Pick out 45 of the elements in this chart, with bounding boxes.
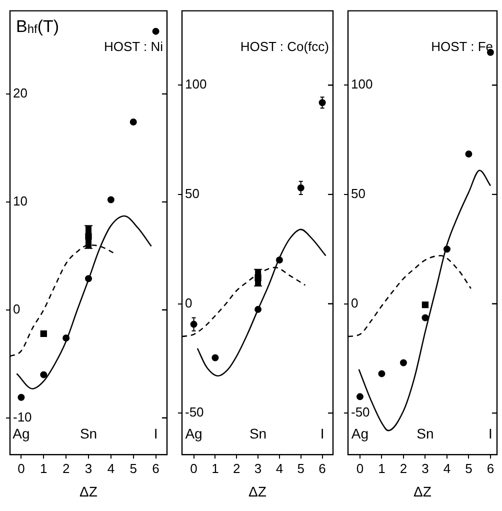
- annotation: Sn: [80, 425, 98, 442]
- y-tick-label: 0: [13, 301, 20, 316]
- annotation: Ag: [12, 425, 30, 442]
- y-tick-label: -10: [13, 409, 32, 424]
- x-tick-label: 3: [84, 460, 92, 476]
- x-tick-label: 5: [130, 460, 137, 476]
- x-tick-label: 1: [212, 460, 219, 476]
- y-tick-label: 20: [13, 86, 28, 101]
- x-tick-label: 2: [233, 460, 240, 476]
- annotation: I: [488, 425, 492, 442]
- y-tick-label: 100: [185, 76, 207, 92]
- x-tick-label: 1: [40, 460, 48, 476]
- y-tick-label: 50: [185, 186, 200, 202]
- y-tick-label: 10: [13, 194, 28, 209]
- annotation: I: [154, 425, 158, 442]
- x-tick-label: 6: [486, 460, 494, 476]
- y-tick-label: 50: [351, 186, 366, 202]
- y-tick-label: 0: [351, 295, 358, 310]
- x-tick-label: 3: [422, 460, 429, 476]
- x-tick-label: 6: [152, 460, 160, 476]
- x-tick-label: 5: [297, 460, 304, 476]
- y-tick-label: 100: [351, 76, 373, 92]
- annotation: Ag: [185, 425, 202, 442]
- x-tick-label: 2: [400, 460, 408, 476]
- x-tick-label: 4: [107, 460, 115, 476]
- text: HOST : Co(fcc): [240, 38, 329, 54]
- x-axis-title: ΔZ: [80, 483, 98, 500]
- x-axis-title: ΔZ: [248, 483, 267, 500]
- x-axis-title: ΔZ: [414, 483, 432, 500]
- text: HOST : Ni: [104, 38, 164, 54]
- annotation: Sn: [416, 425, 434, 442]
- x-tick-label: 2: [62, 460, 70, 476]
- x-tick-label: 6: [318, 460, 326, 476]
- x-tick-label: 4: [443, 460, 451, 476]
- y-axis-title: Bhf(T): [16, 16, 60, 36]
- y-tick-label: -50: [185, 404, 204, 420]
- x-tick-label: 1: [378, 460, 386, 476]
- y-tick-label: 0: [185, 295, 192, 310]
- x-tick-label: 4: [276, 460, 284, 476]
- x-tick-label: 5: [465, 460, 472, 476]
- annotation: I: [320, 425, 324, 442]
- y-tick-label: -50: [351, 404, 370, 420]
- annotation: Sn: [249, 425, 267, 442]
- x-tick-label: 3: [254, 460, 262, 476]
- annotation: Ag: [351, 425, 369, 442]
